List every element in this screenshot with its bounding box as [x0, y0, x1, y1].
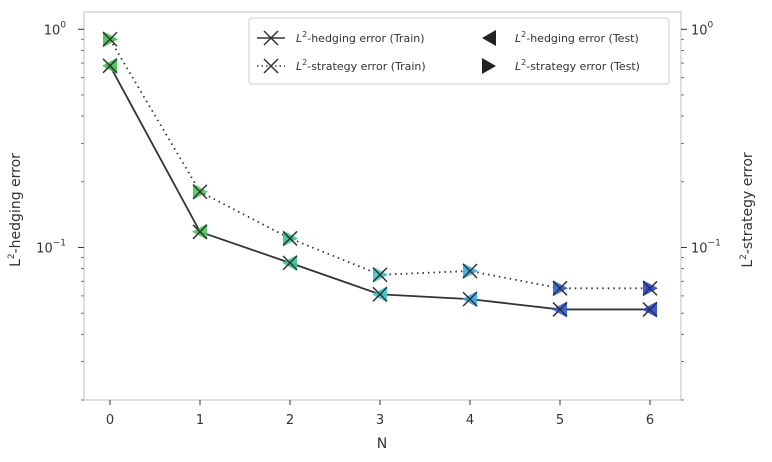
- marker-hedging-train: [102, 58, 118, 74]
- x-axis-label: N: [377, 436, 387, 452]
- marker-strategy-train: [102, 31, 118, 47]
- x-tick-label: 6: [646, 413, 654, 428]
- y-left-sup: 2: [7, 253, 17, 259]
- svg-text:L2-hedging error (Train): L2-hedging error (Train): [296, 30, 425, 45]
- marker-strategy-train: [642, 280, 658, 296]
- marker-hedging-train: [552, 301, 568, 317]
- x-tick-label: 0: [106, 413, 114, 428]
- x-tick-label: 4: [466, 413, 474, 428]
- svg-text:L2-hedging error: L2-hedging error: [7, 153, 24, 267]
- marker-hedging-train: [372, 286, 388, 302]
- legend-item-strategy-test: L2-strategy error (Test): [482, 58, 640, 74]
- svg-text:L2-hedging error (Test): L2-hedging error (Test): [515, 30, 639, 45]
- legend-item-strategy-train: L2-strategy error (Train): [257, 58, 426, 74]
- ticks-layer: 0 1 2 3 4 5 6 100 100 10−1 10−1: [36, 20, 721, 428]
- y-right-tick-label: 10−1: [691, 238, 721, 256]
- y-left-tick-label: 100: [44, 20, 67, 38]
- marker-hedging-train: [462, 291, 478, 307]
- x-tick-label: 3: [376, 413, 384, 428]
- svg-text:L2-strategy error: L2-strategy error: [739, 152, 756, 268]
- marker-hedging-train: [642, 301, 658, 317]
- marker-strategy-train: [462, 263, 478, 279]
- x-tick-label: 1: [196, 413, 204, 428]
- x-tick-label: 2: [286, 413, 294, 428]
- marker-hedging-train: [282, 255, 298, 271]
- y-right-tick-label: 100: [691, 20, 714, 38]
- marker-strategy-train: [372, 267, 388, 283]
- marker-strategy-train: [282, 230, 298, 246]
- y-left-tick-label: 10−1: [36, 238, 66, 256]
- legend-item-hedging-train: L2-hedging error (Train): [257, 30, 425, 46]
- y-axis-label-left: L2-hedging error: [7, 153, 24, 267]
- svg-text:L2-strategy error (Train): L2-strategy error (Train): [296, 58, 426, 73]
- y-left-rest: -hedging error: [8, 153, 24, 254]
- legend-box: [248, 17, 670, 85]
- marker-hedging-train: [192, 224, 208, 240]
- svg-text:L2-strategy error (Test): L2-strategy error (Test): [515, 58, 640, 73]
- markers-layer: [102, 31, 658, 318]
- marker-strategy-train: [552, 280, 568, 296]
- marker-strategy-train: [192, 184, 208, 200]
- y-right-L: L: [740, 260, 756, 268]
- y-left-L: L: [8, 259, 24, 267]
- legend: L2-hedging error (Train) L2-strategy err…: [248, 17, 670, 85]
- x-tick-label: 5: [556, 413, 564, 428]
- y-right-sup: 2: [739, 254, 749, 260]
- legend-item-hedging-test: L2-hedging error (Test): [482, 30, 639, 46]
- y-right-rest: -strategy error: [740, 152, 756, 254]
- y-axis-label-right: L2-strategy error: [739, 152, 756, 268]
